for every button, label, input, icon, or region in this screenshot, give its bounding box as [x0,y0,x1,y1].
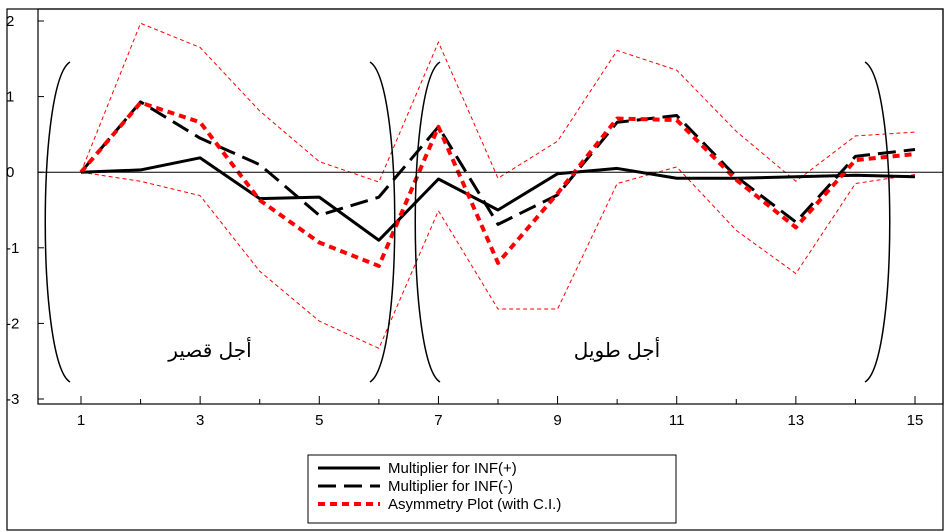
annotation-label-2: أجل طويل [574,337,660,362]
annotation-layer: أجل قصير أجل طويل [44,61,891,383]
x-tick-label: 13 [788,412,805,429]
legend-label-1: Multiplier for INF(+) [388,460,517,477]
x-tick-label: 5 [315,412,323,429]
plot-layer [79,22,916,350]
ci-lower-line [80,166,916,350]
y-tick-label: 0 [6,164,14,181]
legend: Multiplier for INF(+)Multiplier for INF(… [307,454,677,524]
y-tick-label: -3 [6,391,19,408]
x-tick-label: 15 [907,412,924,429]
ci-upper-line [80,22,916,183]
y-tick-label: -2 [6,315,19,332]
x-tick-label: 1 [77,412,85,429]
x-tick-label: 11 [669,412,685,429]
y-tick-label: -1 [6,240,19,257]
series-line-3 [79,100,916,268]
annotation-2-left-bracket [414,61,441,383]
annotation-label-1: أجل قصير [167,337,251,362]
x-tick-label: 9 [553,412,561,429]
annotation-1-right-bracket [369,61,396,383]
x-tick-label: 3 [196,412,204,429]
annotation-1-left-bracket [44,61,71,383]
series-line-1 [80,156,916,242]
annotation-2-right-bracket [864,61,891,383]
axis-layer: 210-1-2-31 3 5 7 9 11 13 15 [6,13,943,429]
y-tick-label: 2 [6,13,14,30]
legend-label-3: Asymmetry Plot (with C.I.) [388,496,561,513]
plot-frame [37,8,944,405]
legend-box [307,454,677,524]
legend-label-2: Multiplier for INF(-) [388,478,513,495]
y-tick-label: 1 [6,89,14,106]
outer-frame [6,8,944,531]
x-tick-label: 7 [434,412,442,429]
